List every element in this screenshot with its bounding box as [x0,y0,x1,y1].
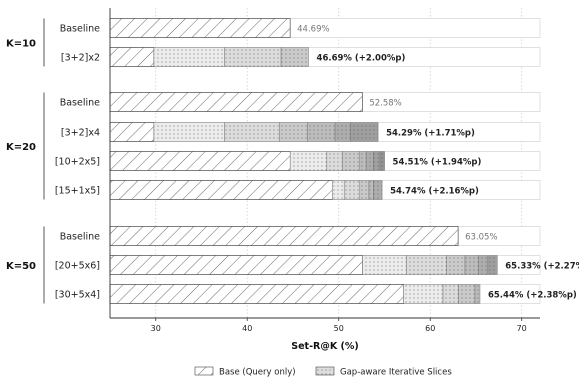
bar-base-segment [109,255,363,275]
bar-base-segment [109,180,333,200]
bar-slice-dots [344,180,360,200]
bar-value-label: 54.51% (+1.94%p) [393,158,482,168]
bar-base-segment [109,284,404,304]
bar-slice-dots [153,47,225,67]
bar-category-label: [3+2]x4 [61,128,100,139]
bar-value-label: 54.29% (+1.71%p) [386,129,475,139]
bar-category-label: [15+1x5] [55,186,100,197]
bar-value-label: 54.74% (+2.16%p) [390,187,479,197]
bar-category-label: Baseline [60,98,100,109]
bar-slice-dots [281,47,309,67]
bar-slice-dots [335,122,351,142]
bar-slice-dots [326,151,343,171]
bar-base-segment [109,122,155,142]
bar-value-label: 65.33% (+2.27%p) [505,262,579,272]
bar-slice-dots [406,255,447,275]
legend-swatch-slices-dots [316,367,334,375]
legend-label-slices: Gap-aware Iterative Slices [340,368,452,378]
x-axis-label: Set-R@K (%) [291,341,358,352]
bar-base-segment [109,47,155,67]
x-tick-label: 40 [242,324,252,333]
bar-value-label: 52.58% [369,99,401,109]
group-label: K=50 [6,261,36,272]
bar-slice-dots [373,180,383,200]
bar-slice-dots [373,151,380,171]
bar-value-label: 46.69% (+2.00%p) [317,54,406,64]
bar-slice-dots [350,122,379,142]
bar-slice-dots [475,284,480,304]
x-tick-label: 50 [334,324,344,333]
bar-category-label: [30+5x4] [55,290,100,301]
bar-slice-dots [464,255,479,275]
bar-value-label: 65.44% (+2.38%p) [488,291,577,301]
bar-category-label: [10+2x5] [55,157,100,168]
bar-slice-dots [153,122,225,142]
bar-slice-dots [224,47,282,67]
bar-slice-dots [403,284,444,304]
bar-slice-dots [359,180,369,200]
x-tick-label: 60 [425,324,435,333]
bar-category-label: [3+2]x2 [61,53,100,64]
group-label: K=10 [6,39,36,50]
group-label: K=20 [6,142,36,153]
bar-base-segment [109,226,459,246]
bar-slice-dots [443,284,459,304]
x-tick-label: 30 [151,324,161,333]
bar-slice-dots [478,255,488,275]
bar-slice-dots [290,151,327,171]
bar-slice-dots [368,180,374,200]
bar-base-segment [109,92,363,112]
bar-slice-dots [332,180,345,200]
bar-slice-dots [366,151,374,171]
bar-category-label: Baseline [60,232,100,243]
bar-slice-dots [446,255,465,275]
x-tick-label: 70 [517,324,527,333]
bar-value-label: 63.05% [465,233,497,243]
bar-slice-dots [279,122,308,142]
bar-category-label: [20+5x6] [55,261,100,272]
bar-base-segment [109,18,291,38]
bar-slice-dots [359,151,367,171]
bar-slice-dots [487,255,498,275]
bar-slice-dots [379,151,385,171]
legend-swatch-base [194,366,214,376]
bar-slice-dots [362,255,407,275]
bar-slice-dots [307,122,336,142]
bar-slice-dots [458,284,476,304]
legend-label-base: Base (Query only) [219,368,296,378]
bar-slice-dots [342,151,360,171]
bar-base-segment [109,151,291,171]
bar-category-label: Baseline [60,24,100,35]
bar-value-label: 44.69% [297,25,329,35]
bar-slice-dots [224,122,280,142]
